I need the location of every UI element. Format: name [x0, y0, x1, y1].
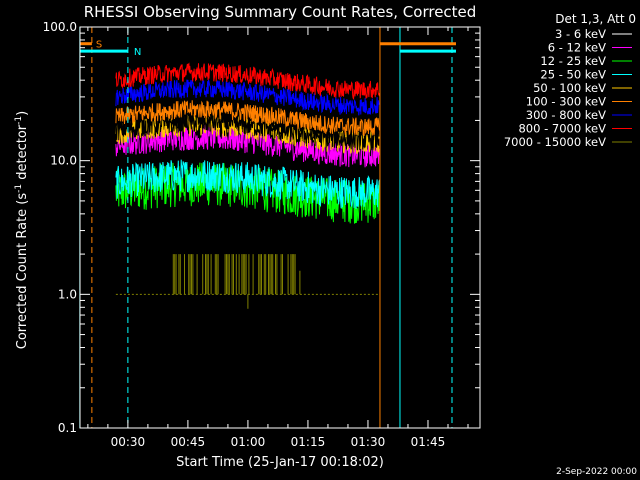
- legend-label: 300 - 800 keV: [526, 108, 606, 122]
- y-tick-label: 0.1: [58, 421, 77, 435]
- legend-header: Det 1,3, Att 0: [555, 12, 636, 26]
- x-axis: 00:30 00:45 01:00 01:15 01:30 01:45: [87, 27, 469, 449]
- y-tick-label: 1.0: [58, 287, 77, 301]
- series-line: [115, 123, 380, 168]
- series-line: [115, 110, 380, 151]
- footer-date: 2-Sep-2022 00:00: [556, 467, 637, 477]
- y-tick-label: 10.0: [50, 154, 77, 168]
- legend-label: 50 - 100 keV: [533, 81, 606, 95]
- legend-label: 800 - 7000 keV: [518, 122, 606, 136]
- chart-title: RHESSI Observing Summary Count Rates, Co…: [84, 3, 477, 21]
- plot-frame: [79, 26, 481, 429]
- legend-label: 12 - 25 keV: [540, 54, 606, 68]
- series-line: [115, 159, 380, 210]
- x-tick-label: 00:30: [111, 435, 146, 449]
- legend-label: 25 - 50 keV: [540, 68, 606, 82]
- y-axis: 0.1 1.0 10.0 100.0: [43, 20, 480, 435]
- state-label: S: [96, 40, 102, 51]
- state-bars: SN: [80, 40, 456, 58]
- series-line: [115, 62, 380, 101]
- legend-label: 6 - 12 keV: [548, 41, 606, 55]
- x-axis-label: Start Time (25-Jan-17 00:18:02): [176, 455, 384, 470]
- x-tick-label: 01:45: [411, 435, 446, 449]
- legend-label: 3 - 6 keV: [555, 27, 606, 41]
- event-lines: [79, 27, 453, 428]
- series-layer: [115, 62, 380, 309]
- legend-label: 7000 - 15000 keV: [504, 135, 606, 149]
- x-tick-label: 01:30: [351, 435, 386, 449]
- series-line: [115, 100, 380, 136]
- x-tick-label: 01:15: [291, 435, 326, 449]
- state-label: N: [134, 47, 141, 58]
- y-tick-label: 100.0: [43, 20, 77, 34]
- series-line-olive-spikes: [172, 254, 301, 309]
- x-tick-label: 00:45: [171, 435, 206, 449]
- legend-label: 100 - 300 keV: [526, 95, 606, 109]
- y-axis-label: Corrected Count Rate (s-1 detector-1): [14, 111, 30, 349]
- series-line: [115, 79, 380, 116]
- series-line: [115, 162, 380, 224]
- x-tick-label: 01:00: [231, 435, 266, 449]
